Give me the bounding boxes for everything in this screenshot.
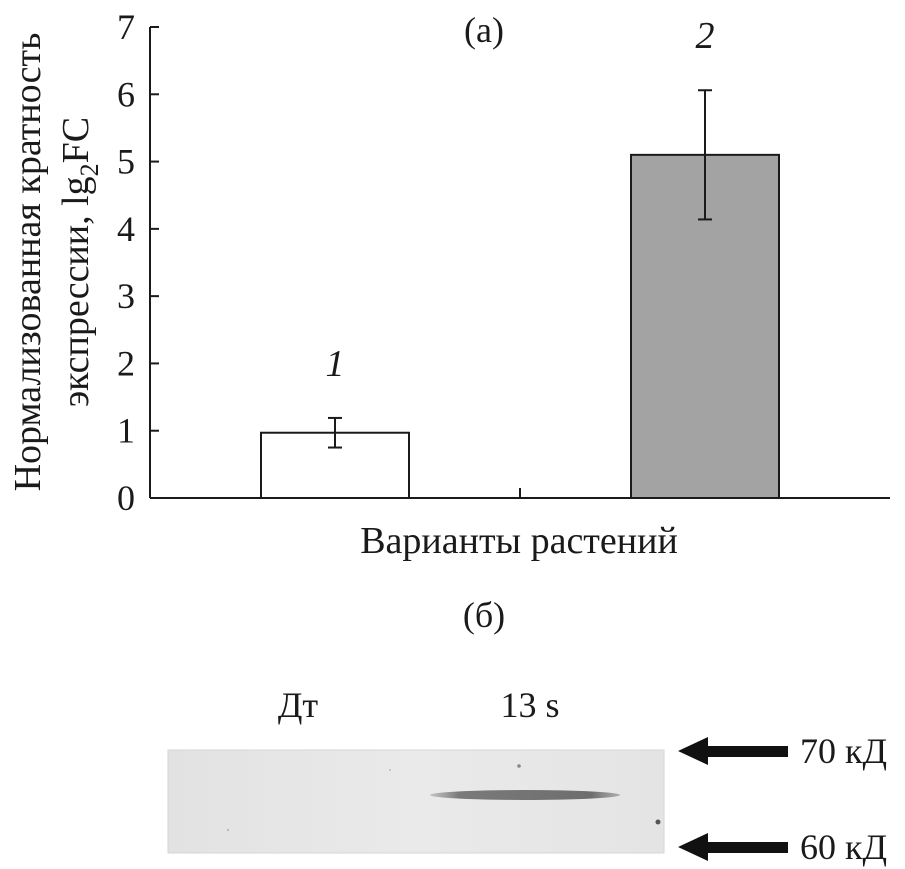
y-tick-label: 7 <box>117 7 135 47</box>
western-blot-membrane <box>167 749 665 854</box>
marker-arrow-60 <box>678 833 788 861</box>
y-tick-label: 3 <box>117 276 135 316</box>
bar-labels-group: 12 <box>326 15 715 385</box>
error-bar-1 <box>328 416 342 449</box>
lane-label-13s: 13 s <box>500 685 559 725</box>
marker-label-70: 70 кД <box>800 731 887 771</box>
y-axis-title-line2: экспрессии, lg2FC <box>55 117 104 407</box>
protein-band <box>430 790 620 800</box>
y-axis-ticks: 0 1 2 3 4 5 6 7 <box>117 7 159 518</box>
y-tick-label: 6 <box>117 74 135 114</box>
y-tick-label: 4 <box>117 209 135 249</box>
bars-group <box>260 153 780 499</box>
error-bars-group <box>328 89 712 449</box>
lane-label-dt: Дт <box>278 685 319 725</box>
y-tick-label: 0 <box>117 478 135 518</box>
y-tick-label: 2 <box>117 343 135 383</box>
x-axis-title: Варианты растений <box>360 520 678 562</box>
y-tick-label: 5 <box>117 142 135 182</box>
bar-label-1: 1 <box>326 343 345 385</box>
panel-a-label: (а) <box>464 10 504 50</box>
panel-b-label: (б) <box>463 595 505 635</box>
bar-label-2: 2 <box>696 15 715 57</box>
error-bar-2 <box>698 89 712 221</box>
y-axis-title-line1: Нормализованная кратность <box>7 33 49 492</box>
marker-arrow-70 <box>678 737 788 765</box>
y-tick-label: 1 <box>117 411 135 451</box>
marker-label-60: 60 кД <box>800 827 887 867</box>
